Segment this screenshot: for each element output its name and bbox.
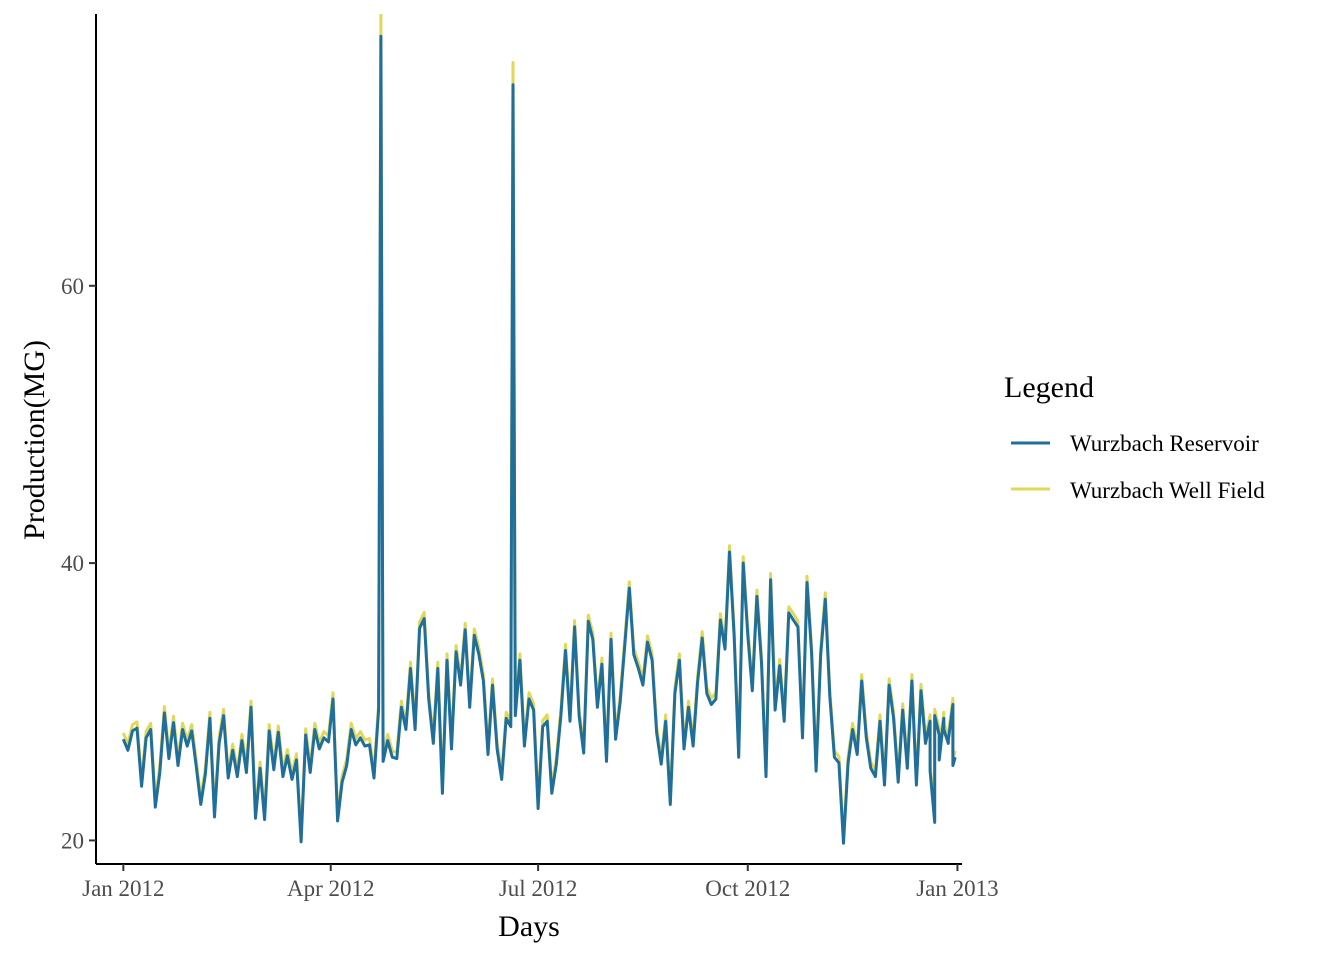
y-axis-ticks: 20 40 60 [61, 274, 96, 853]
x-tick-label-1: Apr 2012 [287, 876, 375, 901]
y-axis-title: Production(MG) [18, 340, 51, 540]
y-tick-label-40: 40 [61, 551, 84, 576]
x-axis-title: Days [498, 910, 560, 943]
y-tick-label-60: 60 [61, 274, 84, 299]
series-line-wurzbach-reservoir [121, 34, 957, 845]
series-lines [121, 14, 957, 845]
x-axis-ticks: Jan 2012 Apr 2012 Jul 2012 Oct 2012 Jan 2013 [82, 864, 999, 901]
legend-label-reservoir: Wurzbach Reservoir [1070, 431, 1259, 456]
x-tick-label-2: Jul 2012 [499, 876, 578, 901]
legend-entry-reservoir: Wurzbach Reservoir [1011, 431, 1259, 456]
legend-label-well-field: Wurzbach Well Field [1070, 478, 1265, 503]
x-tick-label-0: Jan 2012 [82, 876, 164, 901]
axes [95, 14, 962, 865]
legend: Legend Wurzbach Reservoir Wurzbach Well … [1004, 371, 1265, 503]
y-tick-label-20: 20 [61, 828, 84, 853]
legend-title: Legend [1004, 371, 1094, 404]
legend-entry-well-field: Wurzbach Well Field [1011, 478, 1265, 503]
x-tick-label-3: Oct 2012 [705, 876, 790, 901]
x-tick-label-4: Jan 2013 [916, 876, 998, 901]
